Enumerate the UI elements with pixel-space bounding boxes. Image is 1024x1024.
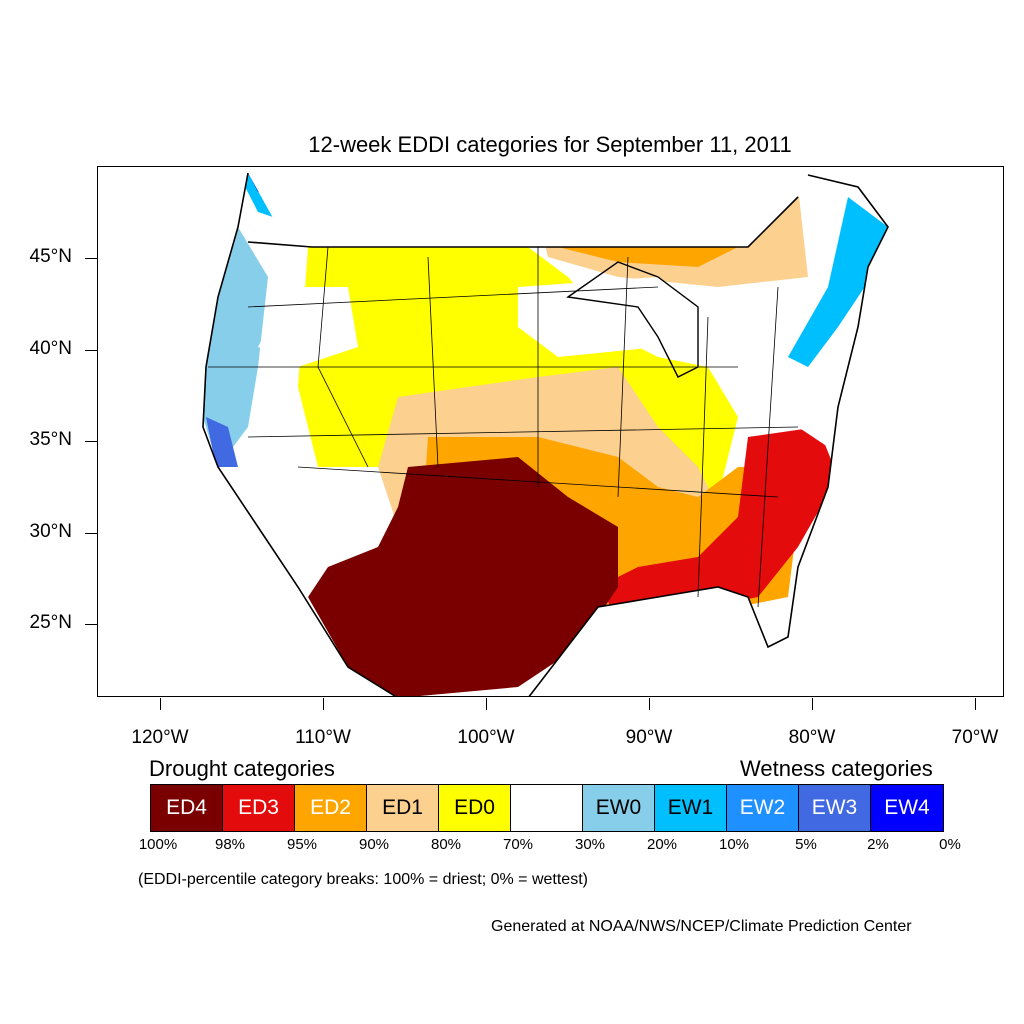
legend-box-ew1: EW1 (655, 785, 727, 831)
legend-box-ed1: ED1 (367, 785, 439, 831)
legend-box-neutral (511, 785, 583, 831)
legend-break-label: 20% (646, 836, 678, 853)
legend-box-ew2: EW2 (727, 785, 799, 831)
legend-break-label: 100% (138, 836, 178, 853)
x-label-120w: 120°W (131, 727, 189, 748)
y-label-40n: 40°N (29, 338, 72, 359)
map-canvas (202, 172, 889, 696)
drought-heading: Drought categories (149, 756, 335, 781)
state-borders (208, 246, 799, 608)
x-tick-100w (486, 698, 487, 710)
x-tick-90w (649, 698, 650, 710)
x-tick-80w (812, 698, 813, 710)
y-tick-30n (85, 533, 97, 534)
legend-break-label: 95% (286, 836, 318, 853)
x-tick-120w (160, 698, 161, 710)
legend-break-label: 98% (214, 836, 246, 853)
legend-break-label: 0% (939, 836, 961, 853)
map-title: 12-week EDDI categories for September 11… (308, 132, 792, 157)
credit-line: Generated at NOAA/NWS/NCEP/Climate Predi… (491, 918, 912, 935)
x-label-100w: 100°W (457, 727, 515, 748)
legend-break-label: 90% (358, 836, 390, 853)
y-tick-40n (85, 350, 97, 351)
legend-box-ed0: ED0 (439, 785, 511, 831)
y-tick-35n (85, 441, 97, 442)
y-label-45n: 45°N (29, 246, 72, 267)
category-legend: ED4 ED3 ED2 ED1 ED0 EW0 EW1 EW2 EW3 EW4 (150, 784, 944, 832)
legend-break-label: 30% (574, 836, 606, 853)
legend-box-ew4: EW4 (871, 785, 943, 831)
x-label-70w: 70°W (951, 727, 999, 748)
x-label-90w: 90°W (625, 727, 673, 748)
legend-box-ew3: EW3 (799, 785, 871, 831)
legend-break-label: 70% (502, 836, 534, 853)
x-label-110w: 110°W (295, 727, 351, 748)
x-tick-110w (323, 698, 324, 710)
legend-box-ed3: ED3 (223, 785, 295, 831)
y-tick-45n (85, 258, 97, 259)
wetness-heading: Wetness categories (740, 756, 933, 781)
legend-break-label: 2% (867, 836, 889, 853)
legend-break-label: 80% (430, 836, 462, 853)
y-label-35n: 35°N (29, 429, 72, 450)
legend-box-ew0: EW0 (583, 785, 655, 831)
legend-box-ed2: ED2 (295, 785, 367, 831)
legend-break-label: 5% (795, 836, 817, 853)
category-note: (EDDI-percentile category breaks: 100% =… (138, 871, 588, 888)
y-label-30n: 30°N (29, 521, 72, 542)
x-tick-70w (975, 698, 976, 710)
y-label-25n: 25°N (29, 612, 72, 633)
x-label-80w: 80°W (788, 727, 836, 748)
legend-box-ed4: ED4 (151, 785, 223, 831)
coastline-borders (202, 172, 889, 696)
eddi-map (97, 166, 1004, 697)
legend-break-label: 10% (718, 836, 750, 853)
y-tick-25n (85, 624, 97, 625)
